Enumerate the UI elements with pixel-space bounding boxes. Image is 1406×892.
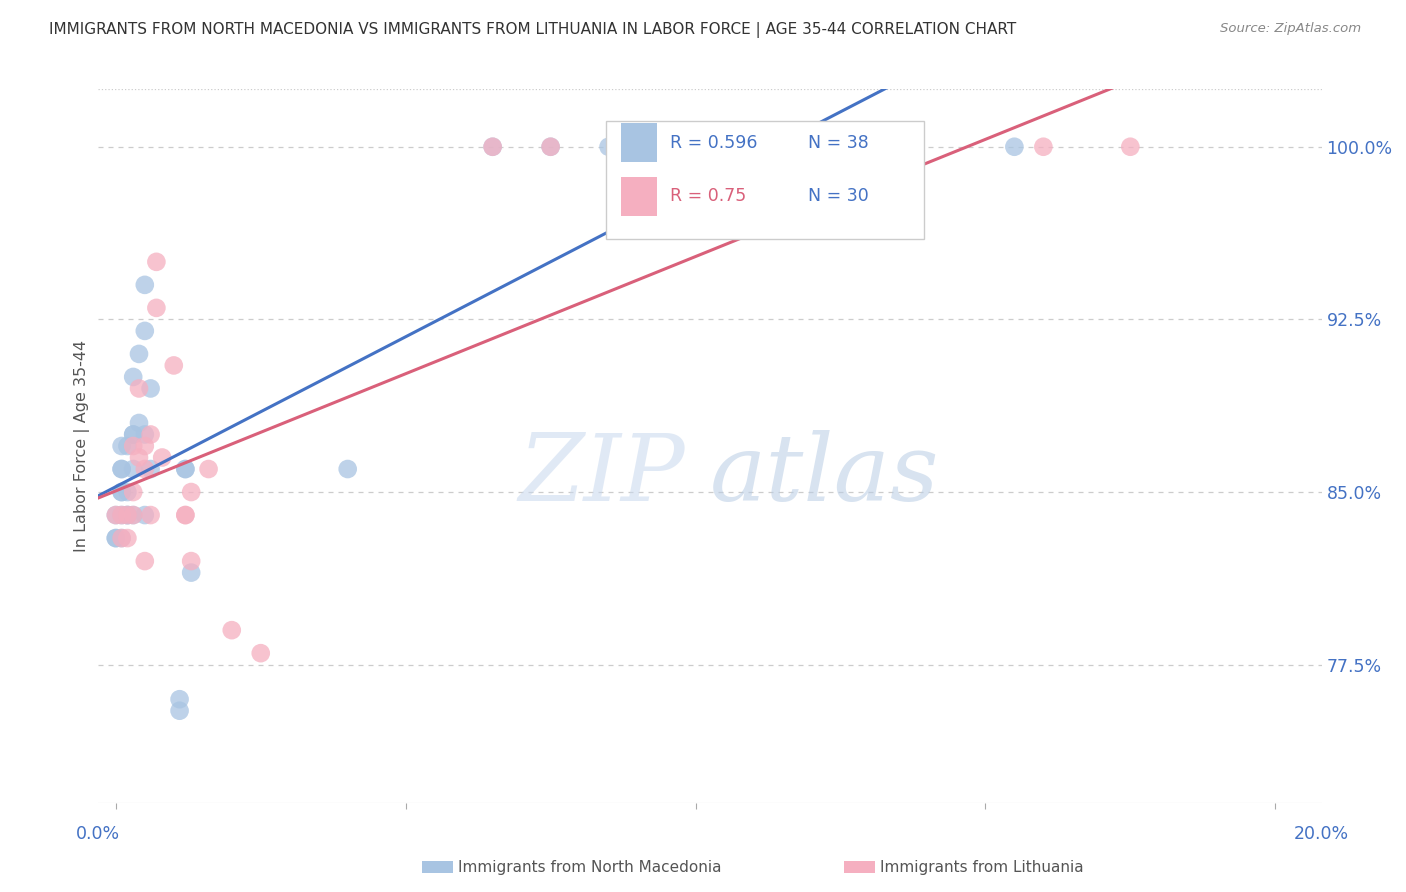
- Point: [134, 462, 156, 476]
- Y-axis label: In Labor Force | Age 35-44: In Labor Force | Age 35-44: [75, 340, 90, 552]
- Text: R = 0.596: R = 0.596: [669, 134, 758, 152]
- Text: 20.0%: 20.0%: [1294, 825, 1350, 843]
- Point: [117, 531, 139, 545]
- Text: N = 38: N = 38: [808, 134, 869, 152]
- Point: [134, 427, 156, 442]
- Point: [1119, 140, 1142, 154]
- Text: atlas: atlas: [710, 430, 939, 519]
- Text: Immigrants from Lithuania: Immigrants from Lithuania: [880, 860, 1084, 874]
- Point: [139, 427, 162, 442]
- Point: [174, 462, 197, 476]
- Point: [110, 508, 132, 522]
- Point: [145, 255, 167, 269]
- Point: [145, 301, 167, 315]
- Point: [117, 508, 139, 522]
- Point: [197, 462, 219, 476]
- Point: [221, 623, 243, 637]
- Point: [139, 508, 162, 522]
- Text: N = 30: N = 30: [808, 187, 869, 205]
- Point: [598, 140, 620, 154]
- Point: [122, 462, 145, 476]
- Point: [104, 508, 127, 522]
- Point: [180, 566, 202, 580]
- Text: 0.0%: 0.0%: [76, 825, 121, 843]
- Point: [110, 485, 132, 500]
- Point: [134, 277, 156, 292]
- Point: [128, 381, 150, 395]
- Point: [110, 462, 132, 476]
- Point: [134, 508, 156, 522]
- Point: [150, 450, 173, 465]
- Point: [249, 646, 271, 660]
- Point: [134, 554, 156, 568]
- Point: [174, 508, 197, 522]
- Point: [117, 508, 139, 522]
- Point: [180, 485, 202, 500]
- Point: [110, 439, 132, 453]
- Point: [122, 485, 145, 500]
- Point: [122, 439, 145, 453]
- Point: [481, 140, 503, 154]
- Point: [169, 692, 191, 706]
- Point: [540, 140, 562, 154]
- Point: [174, 462, 197, 476]
- Point: [169, 704, 191, 718]
- Point: [540, 140, 562, 154]
- Point: [110, 462, 132, 476]
- Point: [1002, 140, 1025, 154]
- FancyBboxPatch shape: [606, 121, 924, 239]
- Text: IMMIGRANTS FROM NORTH MACEDONIA VS IMMIGRANTS FROM LITHUANIA IN LABOR FORCE | AG: IMMIGRANTS FROM NORTH MACEDONIA VS IMMIG…: [49, 22, 1017, 38]
- Point: [139, 462, 162, 476]
- Point: [122, 508, 145, 522]
- Text: Source: ZipAtlas.com: Source: ZipAtlas.com: [1220, 22, 1361, 36]
- Point: [117, 439, 139, 453]
- Point: [122, 508, 145, 522]
- Point: [104, 531, 127, 545]
- Point: [117, 485, 139, 500]
- Point: [122, 427, 145, 442]
- Point: [163, 359, 186, 373]
- Point: [128, 416, 150, 430]
- Text: Immigrants from North Macedonia: Immigrants from North Macedonia: [458, 860, 721, 874]
- Point: [128, 347, 150, 361]
- Point: [134, 439, 156, 453]
- Bar: [620, 177, 658, 216]
- Point: [104, 531, 127, 545]
- Point: [481, 140, 503, 154]
- Point: [117, 508, 139, 522]
- Point: [139, 381, 162, 395]
- Point: [713, 140, 735, 154]
- Point: [122, 370, 145, 384]
- Point: [1032, 140, 1054, 154]
- Point: [174, 508, 197, 522]
- Point: [110, 531, 132, 545]
- Bar: [620, 123, 658, 162]
- Point: [122, 427, 145, 442]
- Point: [110, 531, 132, 545]
- Point: [110, 508, 132, 522]
- Text: R = 0.75: R = 0.75: [669, 187, 747, 205]
- Point: [180, 554, 202, 568]
- Point: [128, 450, 150, 465]
- Point: [134, 324, 156, 338]
- Point: [110, 485, 132, 500]
- Point: [104, 508, 127, 522]
- Point: [336, 462, 359, 476]
- Text: ZIP: ZIP: [519, 430, 686, 519]
